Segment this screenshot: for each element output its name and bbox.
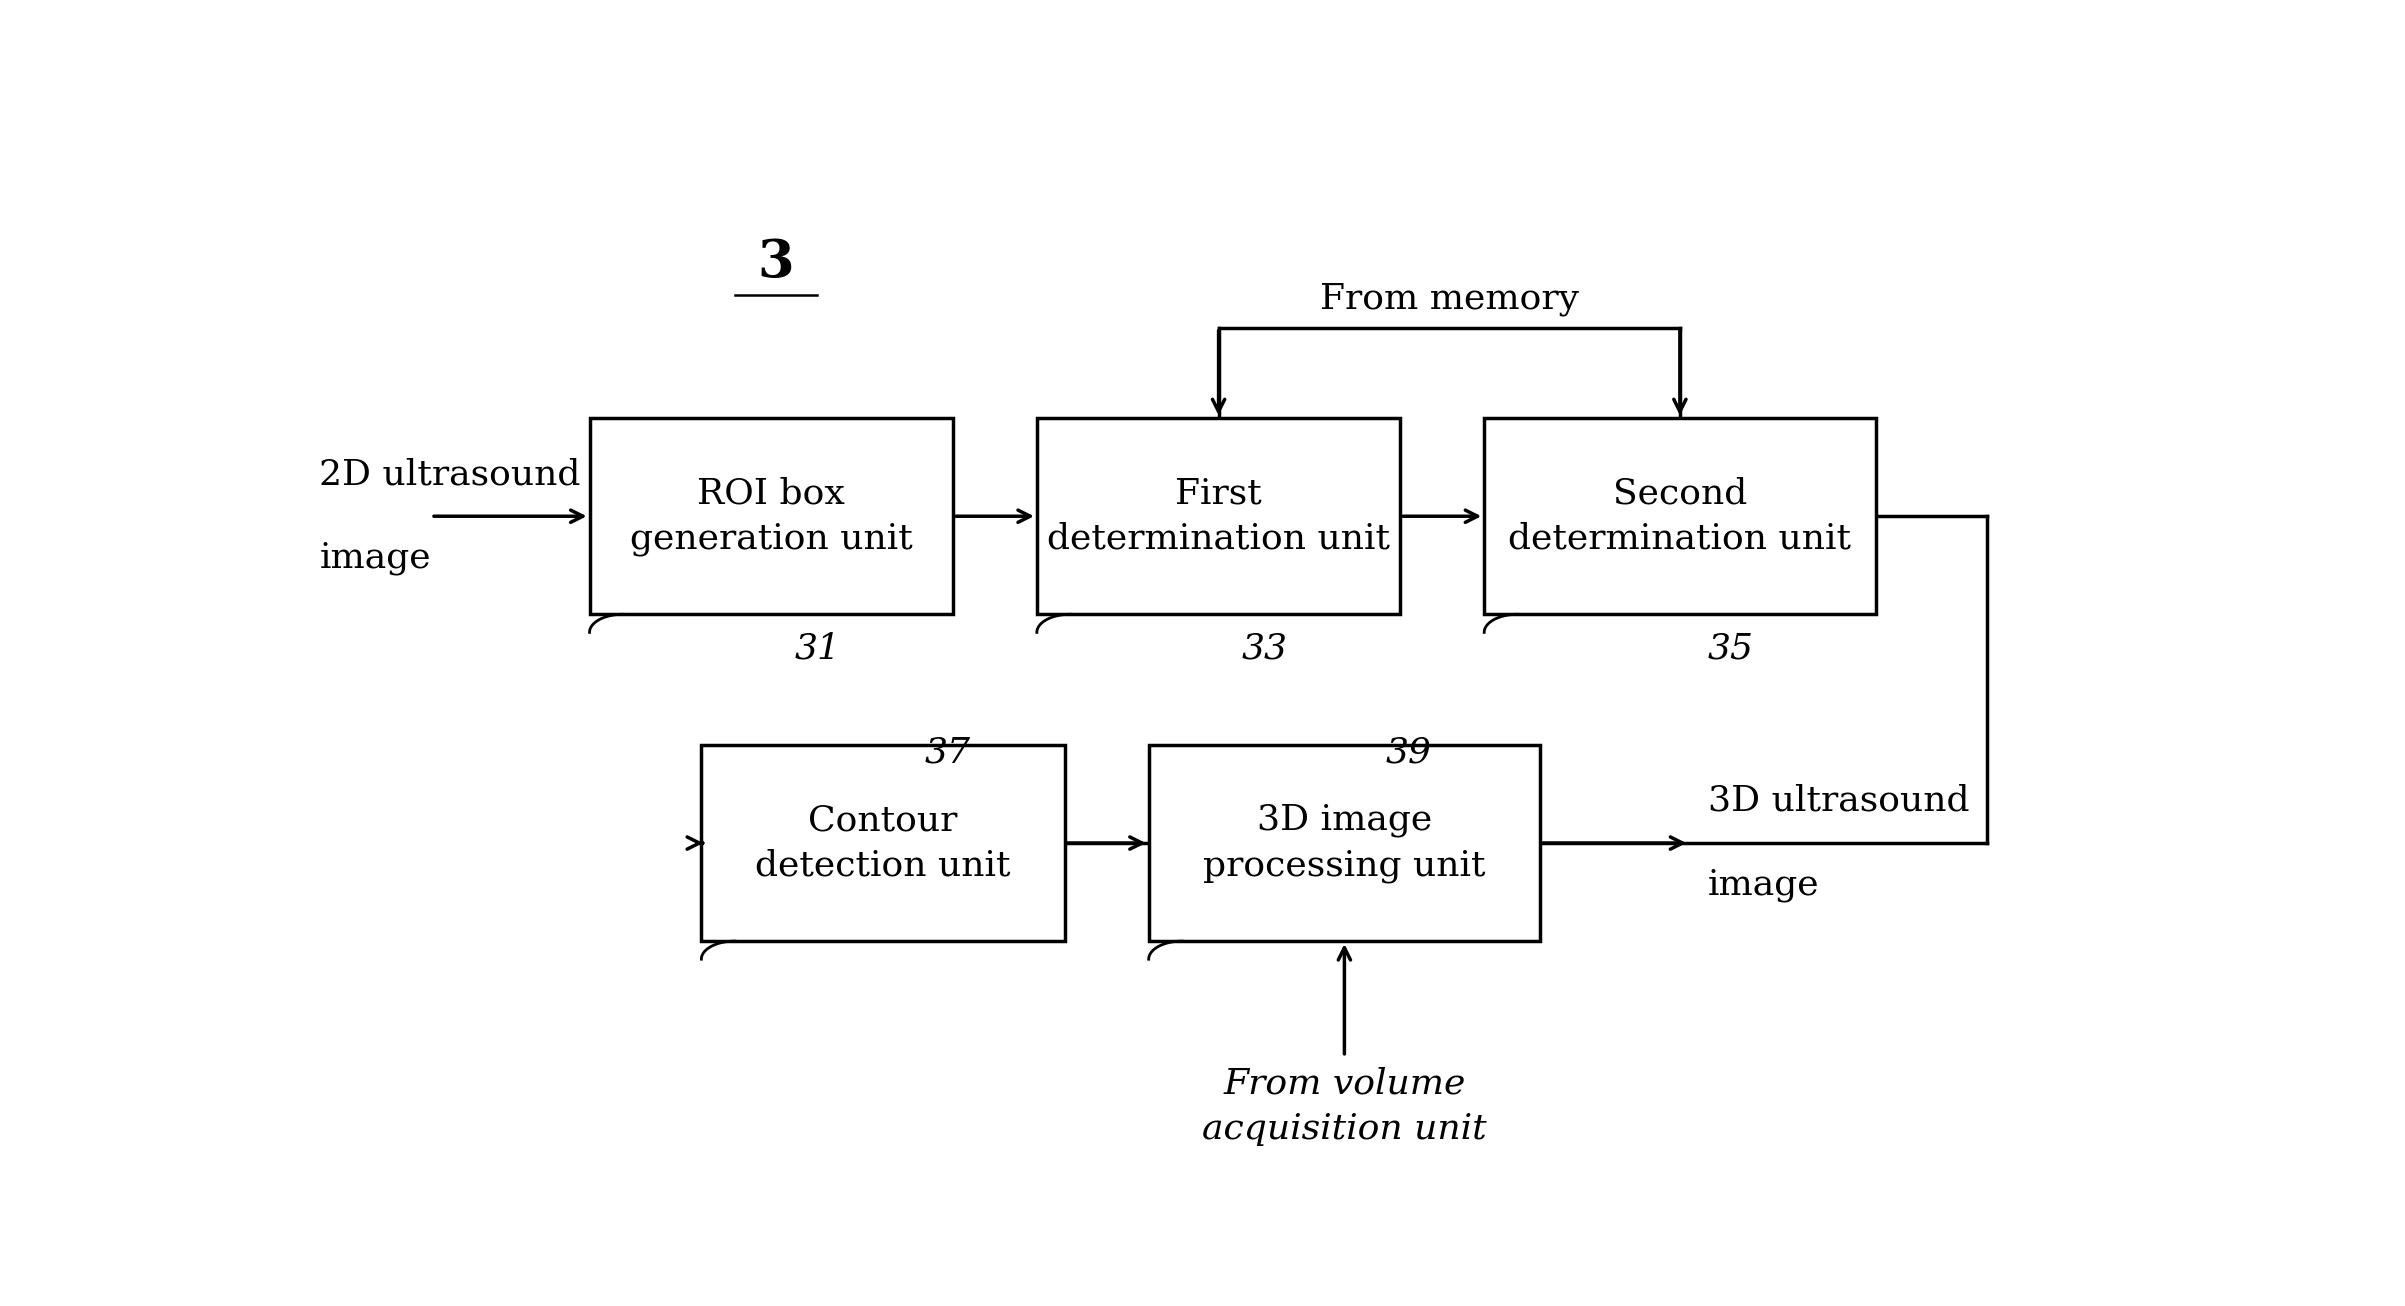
- Text: Contour
detection unit: Contour detection unit: [755, 803, 1010, 883]
- Text: image: image: [1708, 868, 1821, 902]
- Text: image: image: [320, 542, 430, 576]
- Text: ROI box
generation unit: ROI box generation unit: [630, 477, 911, 556]
- FancyBboxPatch shape: [1037, 418, 1400, 614]
- Text: From volume
acquisition unit: From volume acquisition unit: [1202, 1067, 1486, 1145]
- Text: 39: 39: [1385, 737, 1431, 771]
- Text: From memory: From memory: [1320, 282, 1578, 316]
- Text: 31: 31: [794, 631, 842, 665]
- Text: 37: 37: [926, 737, 972, 771]
- Text: First
determination unit: First determination unit: [1046, 477, 1390, 555]
- FancyBboxPatch shape: [702, 744, 1065, 942]
- FancyBboxPatch shape: [1150, 744, 1539, 942]
- Text: 3: 3: [758, 236, 794, 287]
- Text: 33: 33: [1241, 631, 1289, 665]
- Text: 35: 35: [1708, 631, 1753, 665]
- Text: 2D ultrasound: 2D ultrasound: [320, 457, 580, 491]
- Text: 3D ultrasound: 3D ultrasound: [1708, 784, 1970, 818]
- FancyBboxPatch shape: [589, 418, 952, 614]
- Text: 3D image
processing unit: 3D image processing unit: [1202, 803, 1486, 883]
- FancyBboxPatch shape: [1484, 418, 1876, 614]
- Text: Second
determination unit: Second determination unit: [1508, 477, 1852, 555]
